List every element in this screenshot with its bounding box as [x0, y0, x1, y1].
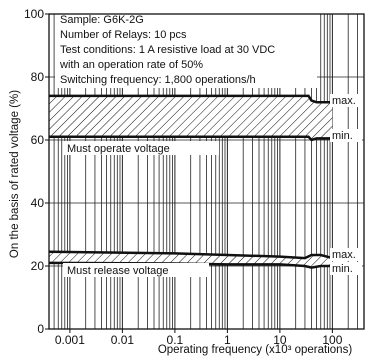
info-line: Sample: G6K-2G	[60, 14, 144, 26]
band-name-release: Must release voltage	[67, 265, 169, 277]
band-label-bg	[330, 248, 362, 261]
x-tick-label: 1	[224, 333, 231, 347]
info-line: Number of Relays: 10 pcs	[60, 29, 187, 41]
y-tick-label: 60	[31, 133, 45, 147]
band-label-bg	[330, 129, 362, 142]
x-tick-label: 0.001	[55, 333, 85, 347]
y-tick-label: 0	[37, 322, 44, 336]
release-min-label: min.	[332, 263, 353, 275]
operate-min-label: min.	[332, 130, 353, 142]
band-area	[49, 95, 333, 140]
band-max-line	[49, 94, 333, 104]
y-tick-label: 40	[31, 196, 45, 210]
bands	[48, 94, 333, 269]
x-tick-label: 0.1	[167, 333, 184, 347]
release-max-label: max.	[332, 249, 356, 261]
info-line: Switching frequency: 1,800 operations/h	[60, 74, 256, 86]
band-max-line	[48, 250, 333, 260]
axes: 0 20 40 60 80 100 0.001 0.01 0.1 1 10 100	[24, 7, 365, 347]
x-tick-label: 10	[273, 333, 287, 347]
band-min-line	[49, 135, 333, 142]
band-label-bg	[63, 263, 209, 277]
y-tick-label: 100	[24, 7, 44, 21]
y-tick-label: 20	[31, 259, 45, 273]
band-label-bg	[63, 141, 219, 155]
band-label-bg	[330, 94, 362, 107]
plot-frame	[48, 13, 365, 330]
band-name-operate: Must operate voltage	[67, 143, 170, 155]
y-axis-label: On the basis of rated voltage (%)	[9, 90, 21, 258]
operate-max-label: max.	[332, 95, 356, 107]
y-tick-label: 80	[31, 70, 45, 84]
info-line: with an operation rate of 50%	[59, 59, 203, 71]
band-label-bg	[330, 262, 362, 275]
info-line: Test conditions: 1 A resistive load at 3…	[60, 44, 275, 56]
x-tick-label: 100	[322, 333, 342, 347]
info-box	[55, 10, 317, 88]
x-tick-label: 0.01	[111, 333, 135, 347]
x-axis-label: Operating frequency (x10³ operations)	[158, 344, 352, 356]
